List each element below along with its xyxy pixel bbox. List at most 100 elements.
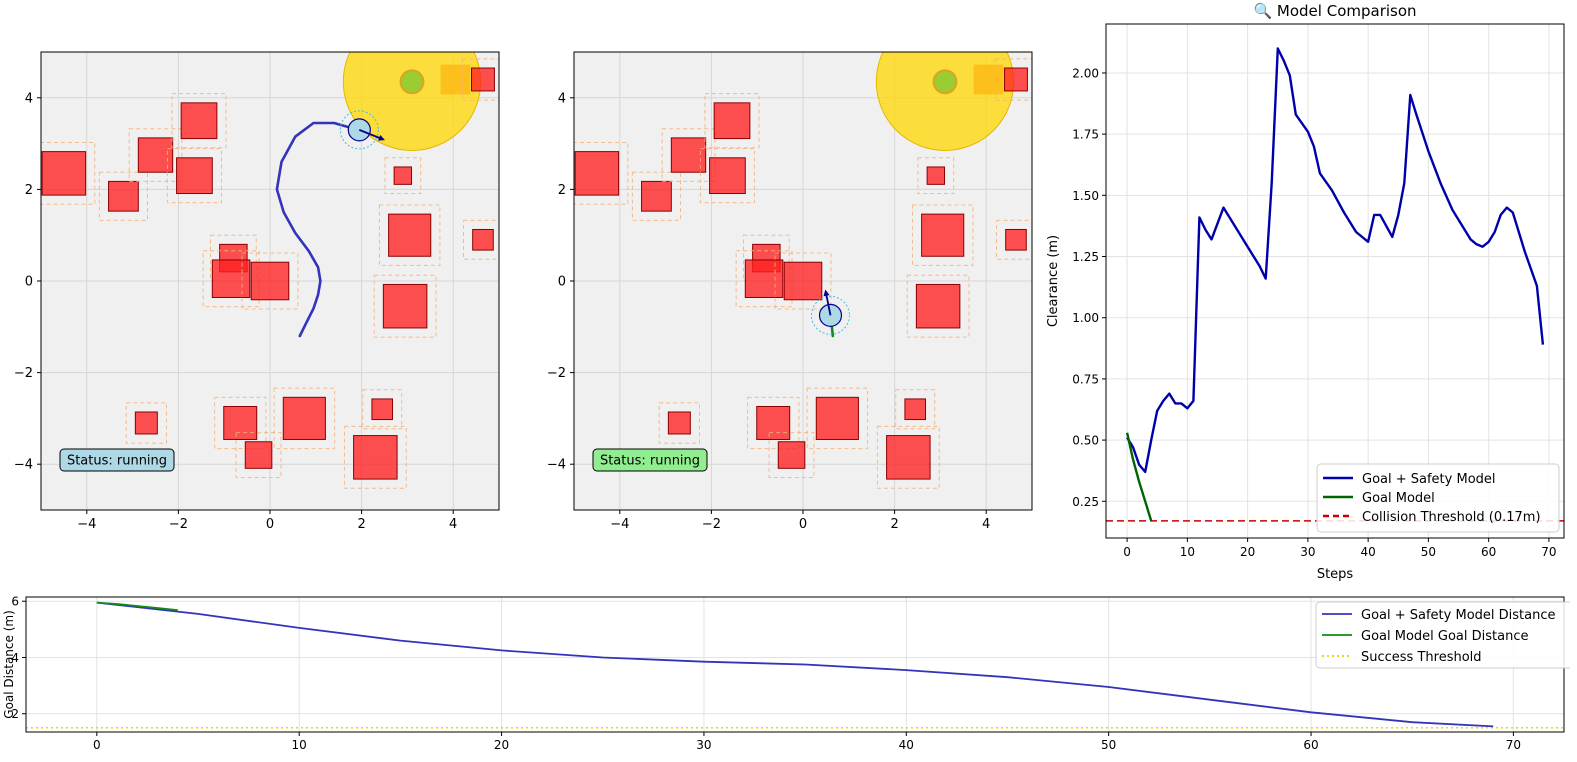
status-badge <box>59 448 175 472</box>
x-tick-label: 0 <box>266 517 274 532</box>
x-tick-label: 50 <box>1101 738 1116 752</box>
legend-frame <box>1315 601 1570 669</box>
agent-heading-arrowhead <box>378 134 385 141</box>
y-tick-label: 0.25 <box>1072 495 1099 509</box>
obstacle <box>1005 228 1027 251</box>
y-tick-label: 4 <box>25 91 33 106</box>
obstacle <box>223 405 258 440</box>
obstacle-margin <box>917 157 955 195</box>
obstacle <box>176 157 213 195</box>
y-tick-label: 2 <box>558 183 566 198</box>
obstacle-margin <box>911 204 974 266</box>
obstacle <box>180 102 218 140</box>
obstacle <box>244 441 273 469</box>
x-tick-label: 0 <box>1123 545 1131 559</box>
obstacle <box>904 398 927 421</box>
legend-label: Goal Model Goal Distance <box>1361 629 1528 644</box>
obstacle <box>783 261 823 301</box>
y-tick-label: 4 <box>11 651 19 665</box>
obstacle <box>915 283 961 329</box>
x-tick-label: 60 <box>1303 738 1318 752</box>
status-text: Status: running <box>67 454 167 469</box>
x-tick-label: 60 <box>1481 545 1496 559</box>
obstacle-margin <box>658 402 700 444</box>
obstacle <box>471 67 495 92</box>
obstacle <box>388 213 432 257</box>
y-tick-label: 0 <box>558 275 566 290</box>
y-tick-label: 2.00 <box>1072 66 1099 80</box>
obstacle <box>211 259 251 298</box>
obstacle <box>667 411 691 435</box>
obstacle <box>472 228 494 251</box>
x-tick-label: 50 <box>1421 545 1436 559</box>
obstacle <box>815 396 859 440</box>
obstacle-margin <box>704 93 760 149</box>
obstacle-margin <box>214 396 267 450</box>
x-tick-label: 30 <box>696 738 711 752</box>
obstacle-margin <box>768 432 815 478</box>
x-tick-label: 2 <box>357 517 365 532</box>
legend: Goal + Safety Model Distance Goal Model G… <box>1315 601 1570 669</box>
obstacle <box>250 261 290 301</box>
trajectory-line <box>275 121 361 338</box>
x-tick-label: 40 <box>1361 545 1376 559</box>
x-tick-label: 4 <box>982 517 990 532</box>
y-tick-label: 1.75 <box>1072 128 1099 142</box>
y-tick-label: 0.50 <box>1072 434 1099 448</box>
y-tick-label: −2 <box>547 366 566 381</box>
environment-panel-2: −4 −2 0 2 4 −4 −2 0 2 4 Status: running <box>547 51 1033 532</box>
obstacle <box>886 435 931 480</box>
obstacle <box>382 283 428 329</box>
obstacle <box>709 157 746 195</box>
x-tick-label: 0 <box>799 517 807 532</box>
obstacle <box>574 151 620 196</box>
agent-heading <box>358 129 383 140</box>
environment-panel-1: −4 −2 0 2 4 −4 −2 0 2 4 Status: running <box>14 51 500 532</box>
obstacle-margin <box>996 219 1032 260</box>
obstacle <box>134 411 158 435</box>
legend-label: Goal + Safety Model Distance <box>1361 608 1556 623</box>
status-badge <box>592 448 708 472</box>
y-tick-label: 6 <box>11 595 19 609</box>
obstacle-margin <box>235 432 282 478</box>
legend-label: Collision Threshold (0.17m) <box>1362 510 1541 525</box>
chart-title: 🔍 Model Comparison <box>1253 1 1416 20</box>
y-tick-label: −4 <box>547 458 566 473</box>
y-axis-label: Goal Distance (m) <box>2 610 16 718</box>
obstacle <box>777 441 806 469</box>
obstacle <box>108 180 139 212</box>
goal-marker <box>932 69 958 95</box>
obstacle <box>353 435 398 480</box>
y-tick-label: 1.25 <box>1072 250 1099 264</box>
y-tick-label: 4 <box>558 91 566 106</box>
plot-area <box>41 52 499 510</box>
x-tick-label: 2 <box>890 517 898 532</box>
obstacle-margin <box>125 402 167 444</box>
obstacle <box>393 166 413 185</box>
obstacle-margin <box>128 128 183 182</box>
series-line-1 <box>1126 47 1545 474</box>
y-tick-label: 2 <box>25 183 33 198</box>
x-tick-label: 40 <box>899 738 914 752</box>
y-axis-label: Clearance (m) <box>1046 235 1061 327</box>
y-tick-label: 2 <box>11 707 19 721</box>
obstacle-margin <box>273 387 336 450</box>
plot-area <box>26 597 1564 732</box>
obstacle <box>41 151 87 196</box>
obstacle-margin <box>362 389 403 430</box>
obstacle-margin <box>574 141 629 205</box>
y-tick-label: −2 <box>14 366 33 381</box>
obstacle-margin <box>661 128 716 182</box>
legend-label: Goal Model <box>1362 491 1435 506</box>
agent-sensor-range <box>339 110 379 150</box>
obstacle <box>371 398 394 421</box>
obstacle-margin <box>373 274 437 338</box>
y-tick-label: 1.00 <box>1072 311 1099 325</box>
obstacle-margin <box>98 171 148 221</box>
x-tick-label: 10 <box>1180 545 1195 559</box>
legend: Goal + Safety Model Goal Model Collision T… <box>1316 463 1560 533</box>
obstacle-margin <box>378 204 441 266</box>
obstacle <box>282 396 326 440</box>
